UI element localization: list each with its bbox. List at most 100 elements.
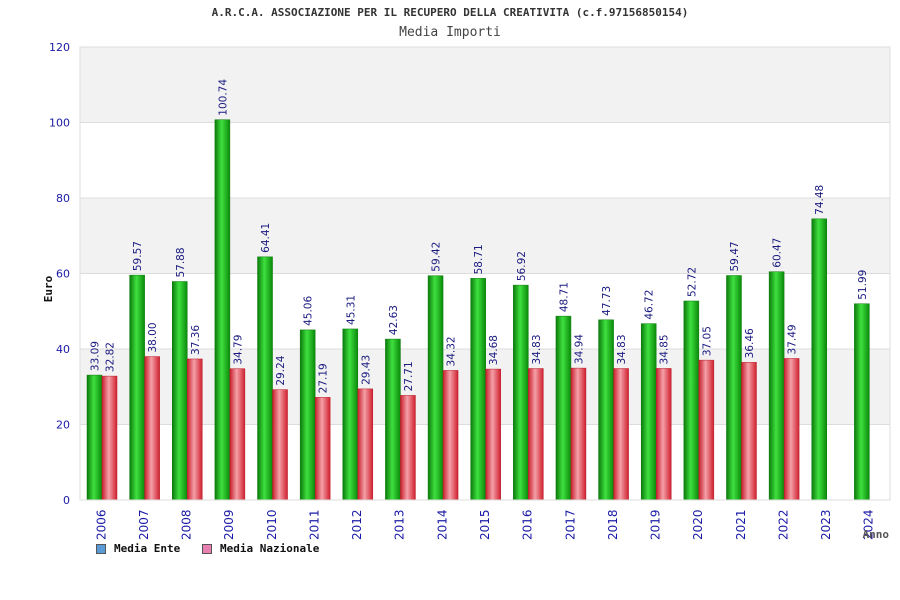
data-label-media-nazionale: 29.24 xyxy=(275,355,287,385)
plot-band xyxy=(80,122,890,198)
bar-media-ente xyxy=(854,303,870,501)
bar-media-nazionale xyxy=(570,367,587,501)
data-label-media-nazionale: 34.32 xyxy=(446,336,458,366)
data-label-media-ente: 59.57 xyxy=(132,241,144,271)
x-tick-label: 2010 xyxy=(265,509,279,540)
bar-media-nazionale xyxy=(528,368,544,501)
data-label-media-ente: 59.47 xyxy=(729,241,741,271)
data-label-media-nazionale: 36.46 xyxy=(744,328,756,358)
data-label-media-ente: 46.72 xyxy=(644,290,656,320)
data-label-media-ente: 100.74 xyxy=(217,79,229,116)
data-label-media-nazionale: 34.68 xyxy=(488,335,500,365)
bar-media-nazionale xyxy=(144,356,160,501)
data-label-media-ente: 47.73 xyxy=(601,286,613,316)
data-label-media-nazionale: 32.82 xyxy=(105,342,117,372)
data-label-media-nazionale: 29.43 xyxy=(360,355,372,385)
x-tick-label: 2024 xyxy=(862,509,876,540)
bar-media-ente xyxy=(683,300,700,501)
bar-media-ente xyxy=(427,275,444,501)
y-axis-label: Euro xyxy=(42,275,55,302)
data-label-media-nazionale: 34.79 xyxy=(232,335,244,365)
legend-label-media-ente: Media Ente xyxy=(114,542,181,555)
data-label-media-nazionale: 34.83 xyxy=(531,334,543,364)
data-label-media-ente: 58.71 xyxy=(473,244,485,274)
y-tick-label: 20 xyxy=(56,419,70,432)
bar-media-nazionale xyxy=(400,395,416,501)
data-label-media-ente: 59.42 xyxy=(431,242,443,272)
data-label-media-ente: 42.63 xyxy=(388,305,400,335)
x-tick-label: 2017 xyxy=(563,509,577,540)
bar-media-nazionale xyxy=(783,358,800,501)
bar-media-ente xyxy=(768,271,785,501)
x-tick-label: 2008 xyxy=(180,509,194,540)
data-label-media-ente: 48.71 xyxy=(558,282,570,312)
x-tick-label: 2011 xyxy=(307,509,321,540)
data-label-media-nazionale: 38.00 xyxy=(147,322,159,352)
data-label-media-ente: 64.41 xyxy=(260,223,272,253)
legend-item-media-nazionale: Media Nazionale xyxy=(202,542,319,555)
chart-subtitle: Media Importi xyxy=(399,25,501,40)
x-tick-label: 2009 xyxy=(222,509,236,540)
data-label-media-ente: 51.99 xyxy=(857,270,869,300)
legend-swatch-media-ente xyxy=(96,543,106,554)
data-label-media-ente: 57.88 xyxy=(175,247,187,277)
bar-media-nazionale xyxy=(442,370,459,501)
x-tick-label: 2019 xyxy=(649,509,663,540)
data-label-media-nazionale: 27.19 xyxy=(318,363,330,393)
bar-media-ente xyxy=(726,275,742,501)
data-label-media-ente: 52.72 xyxy=(686,267,698,297)
x-tick-label: 2006 xyxy=(94,509,108,540)
bar-media-nazionale xyxy=(101,375,118,501)
data-label-media-ente: 45.31 xyxy=(345,295,357,325)
bar-media-nazionale xyxy=(613,368,629,501)
bar-media-ente xyxy=(470,278,486,501)
x-tick-label: 2012 xyxy=(350,509,364,540)
bar-media-ente xyxy=(598,319,614,501)
legend-swatch-media-nazionale xyxy=(202,543,212,554)
y-tick-label: 100 xyxy=(49,117,70,130)
data-label-media-ente: 45.06 xyxy=(303,296,315,326)
data-label-media-nazionale: 37.49 xyxy=(787,324,799,354)
y-tick-label: 80 xyxy=(56,192,70,205)
x-tick-label: 2018 xyxy=(606,509,620,540)
bar-media-ente xyxy=(385,338,401,501)
chart-title: A.R.C.A. ASSOCIAZIONE PER IL RECUPERO DE… xyxy=(211,6,689,19)
x-tick-label: 2020 xyxy=(691,509,705,540)
data-label-media-nazionale: 27.71 xyxy=(403,361,415,391)
bar-media-nazionale xyxy=(357,388,374,501)
x-tick-label: 2014 xyxy=(435,509,449,540)
y-tick-label: 0 xyxy=(63,494,70,507)
legend-item-media-ente: Media Ente xyxy=(96,542,180,555)
bar-media-ente xyxy=(555,315,572,501)
bar-media-ente xyxy=(172,281,188,501)
data-label-media-nazionale: 34.94 xyxy=(573,334,585,364)
bar-media-nazionale xyxy=(655,368,672,501)
x-tick-label: 2016 xyxy=(521,509,535,540)
x-tick-label: 2007 xyxy=(137,509,151,540)
bar-media-ente xyxy=(811,218,827,501)
bar-media-ente xyxy=(513,284,529,501)
bar-media-nazionale xyxy=(272,389,288,501)
legend-label-media-nazionale: Media Nazionale xyxy=(220,542,320,555)
plot-border xyxy=(79,46,891,501)
x-axis-label: Anno xyxy=(863,528,890,541)
data-label-media-ente: 33.09 xyxy=(90,341,102,371)
bar-media-ente xyxy=(299,329,316,501)
bar-media-nazionale xyxy=(187,358,203,501)
data-label-media-nazionale: 37.36 xyxy=(190,325,202,355)
bar-media-ente xyxy=(214,119,231,501)
x-tick-label: 2022 xyxy=(776,509,790,540)
y-tick-label: 120 xyxy=(49,41,70,54)
x-tick-label: 2021 xyxy=(734,509,748,540)
data-label-media-ente: 60.47 xyxy=(772,238,784,268)
y-tick-label: 40 xyxy=(56,343,70,356)
bar-media-ente xyxy=(86,374,103,501)
bar-media-nazionale xyxy=(485,368,501,501)
x-tick-label: 2015 xyxy=(478,509,492,540)
y-tick-label: 60 xyxy=(56,268,70,281)
bar-media-ente xyxy=(342,328,359,501)
bar-media-nazionale xyxy=(741,362,757,501)
bar-media-ente xyxy=(129,274,145,501)
bar-media-nazionale xyxy=(314,397,331,501)
